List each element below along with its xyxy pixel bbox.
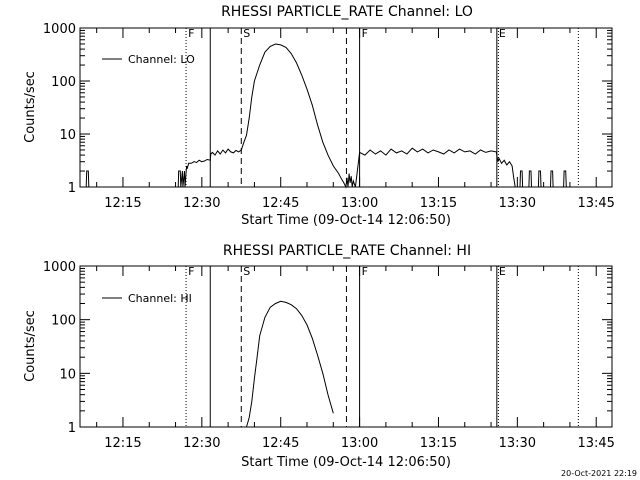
chart-title: RHESSI PARTICLE_RATE Channel: LO: [221, 4, 473, 20]
marker-label: S: [243, 27, 250, 40]
x-tick-label: 12:30: [183, 436, 220, 451]
y-axis-label: Counts/sec: [23, 310, 38, 382]
x-tick-label: 13:30: [499, 196, 536, 211]
footer-timestamp: 20-Oct-2021 22:19: [561, 469, 637, 478]
x-tick-label: 13:15: [420, 196, 457, 211]
plot-area: 1 10 100 1000 12:15 12:30 12:45 13:00 13:15 13:3…: [43, 22, 615, 211]
x-tick-label: 13:45: [577, 436, 614, 451]
y-axis-label: Counts/sec: [23, 71, 38, 143]
y-tick-label: 100: [51, 75, 76, 90]
y-tick-label: 1000: [43, 22, 76, 37]
x-axis-label: Start Time (09-Oct-14 12:06:50): [241, 455, 451, 470]
x-tick-label: 13:30: [499, 436, 536, 451]
legend-entry: Channel: LO: [128, 53, 195, 66]
legend: Channel: LO: [102, 53, 195, 66]
x-tick-label: 12:45: [262, 196, 299, 211]
plot-area: 1 10 100 1000 12:15 12:30 12:45 13:00 13:15 13:3…: [43, 260, 615, 451]
y-tick-label: 100: [51, 314, 76, 329]
chart-title: RHESSI PARTICLE_RATE Channel: HI: [223, 243, 471, 259]
marker-label: F: [362, 265, 368, 278]
y-tick-label: 1: [68, 181, 76, 196]
x-tick-label: 13:00: [341, 436, 378, 451]
y-tick-label: 1000: [43, 260, 76, 275]
x-tick-label: 13:15: [420, 436, 457, 451]
marker-label: F: [362, 27, 368, 40]
x-tick-label: 12:15: [104, 196, 141, 211]
legend-entry: Channel: HI: [128, 292, 192, 305]
x-tick-label: 12:15: [104, 436, 141, 451]
marker-label: E: [499, 27, 506, 40]
y-tick-label: 10: [59, 128, 76, 143]
lo-channel-panel: RHESSI PARTICLE_RATE Channel: LO 1101001…: [23, 4, 615, 228]
x-tick-label: 12:45: [262, 436, 299, 451]
x-axis-label: Start Time (09-Oct-14 12:06:50): [241, 213, 451, 228]
y-tick-label: 10: [59, 367, 76, 382]
legend: Channel: HI: [102, 292, 192, 305]
x-tick-label: 13:45: [577, 196, 614, 211]
hi-channel-panel: RHESSI PARTICLE_RATE Channel: HI 1101001…: [23, 243, 615, 470]
marker-label: F: [188, 265, 194, 278]
x-tick-label: 13:00: [341, 196, 378, 211]
series-line: [85, 43, 567, 189]
y-tick-label: 1: [68, 421, 76, 436]
series-line: [246, 300, 334, 428]
x-tick-label: 12:30: [183, 196, 220, 211]
marker-label: S: [243, 265, 250, 278]
marker-label: E: [499, 265, 506, 278]
marker-label: F: [188, 27, 194, 40]
